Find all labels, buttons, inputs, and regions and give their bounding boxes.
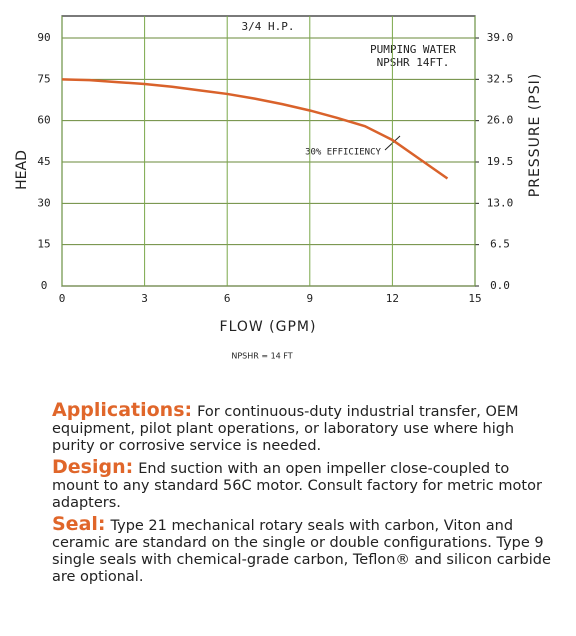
section-heading: Design: [52, 456, 134, 478]
y2-tick-label: 26.0 [487, 114, 514, 127]
y2-axis-label: PRESSURE (PSI) [527, 73, 543, 197]
section: Seal: Type 21 mechanical rotary seals wit… [52, 513, 552, 586]
curve [61, 78, 449, 180]
y2-tick-label: 0.0 [490, 279, 510, 292]
section: Design: End suction with an open impeller… [52, 456, 552, 512]
y-tick-label: 90 [37, 31, 50, 44]
x-tick-label: 0 [59, 292, 66, 305]
y2-tick-label: 32.5 [487, 72, 514, 85]
y-tick-label: 30 [37, 196, 50, 209]
legend-text: NPSHR 14FT. [377, 56, 450, 69]
y2-tick-label: 39.0 [487, 31, 514, 44]
section-body: Type 21 mechanical rotary seals with car… [52, 518, 551, 585]
caption: NPSHR = 14 FT [231, 352, 292, 361]
x-tick-label: 6 [224, 292, 231, 305]
annotation: 30% EFFICIENCY [305, 148, 381, 158]
y-tick-label: 45 [37, 155, 50, 168]
x-tick-label: 15 [468, 292, 481, 305]
section-heading: Seal: [52, 513, 106, 535]
section-heading: Applications: [52, 399, 193, 421]
x-tick-label: 3 [141, 292, 148, 305]
y-tick-label: 15 [37, 238, 50, 251]
document: Applications: For continuous-duty industr… [52, 399, 552, 590]
x-tick-label: 12 [386, 292, 399, 305]
y-axis-label: HEAD [14, 150, 30, 190]
x-axis-label: FLOW (GPM) [220, 319, 317, 335]
section-body: For continuous-duty industrial transfer,… [52, 404, 519, 454]
section: Applications: For continuous-duty industr… [52, 399, 552, 455]
x-tick-label: 9 [306, 292, 313, 305]
y-tick-label: 0 [41, 279, 48, 292]
y-tick-label: 75 [37, 72, 50, 85]
y2-tick-label: 19.5 [487, 155, 514, 168]
y-tick-label: 60 [37, 114, 50, 127]
y2-tick-label: 6.5 [490, 238, 510, 251]
chart: 3/4 H.P. PUMPING WATER NPSHR 14FT. 30% E… [14, 15, 543, 361]
chart-title: 3/4 H.P. [242, 20, 295, 33]
y2-tick-label: 13.0 [487, 196, 514, 209]
section-body: End suction with an open impeller close-… [52, 461, 542, 511]
legend-text: PUMPING WATER [370, 43, 456, 56]
